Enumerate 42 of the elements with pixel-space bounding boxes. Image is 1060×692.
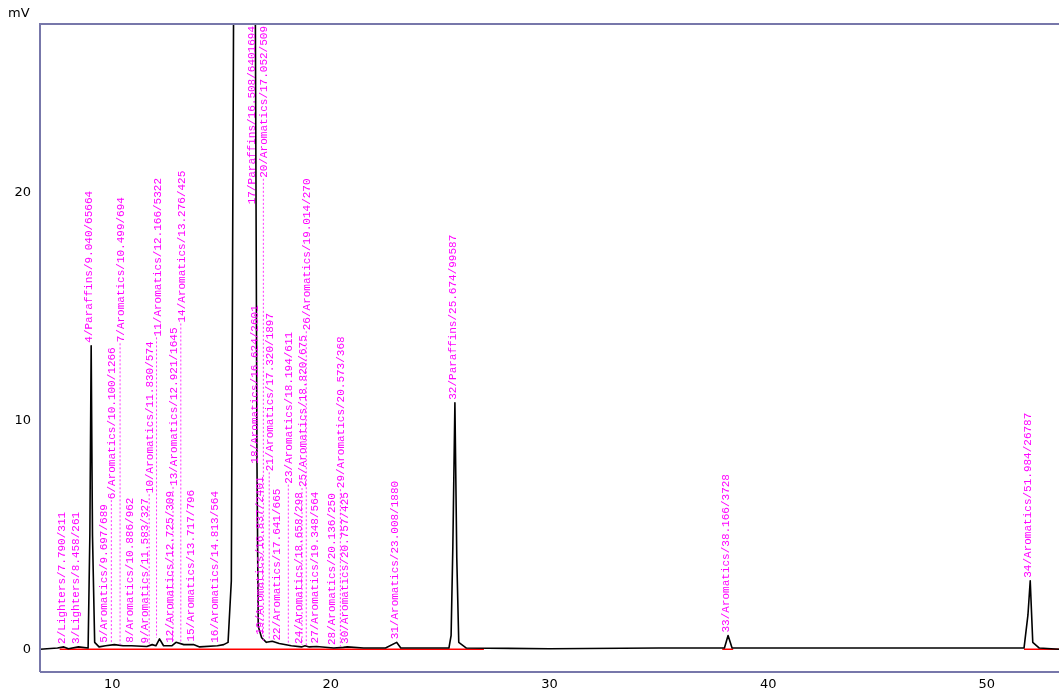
annotation: 2/Lighters/7.790/311 xyxy=(55,511,68,644)
annotation: 22/Aromatics/17.641/665 xyxy=(271,488,284,641)
annotation: 10/Aromatics/11.830/574 xyxy=(144,341,157,494)
annotation: 3/Lighters/8.458/261 xyxy=(70,511,83,644)
annotation: 8/Aromatics/10.886/962 xyxy=(123,497,136,643)
annotation: 20/Aromatics/17.052/509 xyxy=(258,26,271,178)
x-tick-label: 20 xyxy=(322,676,340,692)
annotation: 19/Aromatics/16.837/2401 xyxy=(253,475,266,635)
annotation: 34/Aromatics/51.984/26787 xyxy=(1022,412,1035,578)
annotation: 33/Aromatics/38.166/3728 xyxy=(720,474,733,633)
annotation: 13/Aromatics/12.921/1645 xyxy=(168,327,181,486)
annotation: 15/Aromatics/13.717/796 xyxy=(185,489,198,642)
y-tick-label: 0 xyxy=(22,640,31,656)
annotation: 12/Aromatics/12.725/309 xyxy=(163,490,176,643)
annotation: 25/Aromatics/18.820/675 xyxy=(297,335,310,488)
annotation: 18/Aromatics/16.624/2601 xyxy=(249,304,262,464)
annotation: 21/Aromatics/17.320/1897 xyxy=(264,312,277,472)
annotation: 11/Aromatics/12.166/5322 xyxy=(151,177,164,337)
annotation: 29/Aromatics/20.573/368 xyxy=(335,336,348,489)
annotation: 5/Aromatics/9.697/689 xyxy=(97,504,110,643)
annotation: 24/Aromatics/18.658/298 xyxy=(293,492,306,644)
annotation: 30/Aromatics/20.757/425 xyxy=(339,492,352,644)
x-tick-label: 40 xyxy=(759,676,777,692)
annotation: 31/Aromatics/23.008/1880 xyxy=(388,480,401,640)
annotation: 27/Aromatics/19.348/564 xyxy=(308,491,321,644)
x-tick-label: 30 xyxy=(541,676,558,692)
annotation: 17/Paraffins/16.508/6401694 xyxy=(246,25,259,205)
annotation: 7/Aromatics/10.499/694 xyxy=(115,196,128,343)
annotation: 4/Paraffins/9.040/65664 xyxy=(83,190,96,343)
annotation: 6/Aromatics/10.100/1266 xyxy=(106,347,119,500)
x-tick-label: 10 xyxy=(103,676,121,692)
annotation: 26/Aromatics/19.014/270 xyxy=(301,178,314,331)
annotation: 32/Paraffins/25.674/99587 xyxy=(446,234,459,400)
y-tick-label: 10 xyxy=(14,412,31,428)
annotation: 9/Aromatics/11.583/327 xyxy=(138,498,151,644)
y-tick-label: 20 xyxy=(14,184,31,200)
annotation: 16/Aromatics/14.813/564 xyxy=(209,490,222,643)
annotation: 23/Aromatics/18.194/611 xyxy=(283,331,296,484)
x-tick-label: 50 xyxy=(978,676,996,692)
annotation: 28/Aromatics/20.136/250 xyxy=(325,493,338,646)
annotation: 14/Aromatics/13.276/425 xyxy=(175,170,188,323)
y-axis-title: mV xyxy=(8,4,30,20)
